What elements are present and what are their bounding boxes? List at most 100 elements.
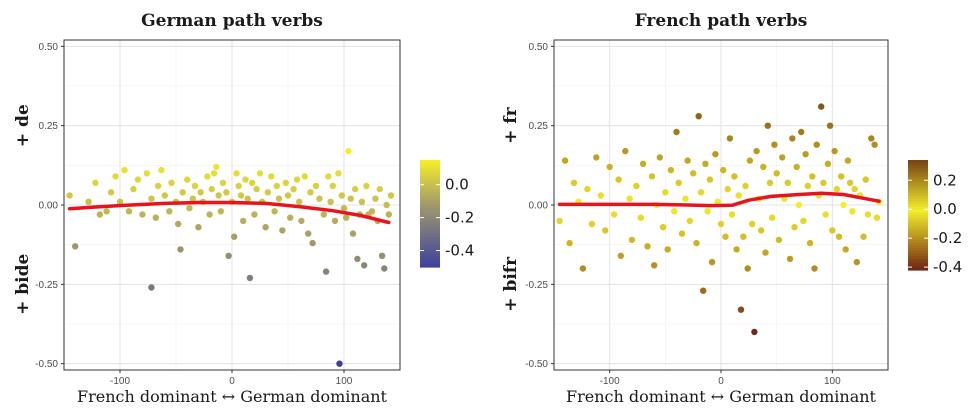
data-point bbox=[844, 157, 852, 164]
data-point bbox=[651, 262, 658, 269]
colorbar-segment bbox=[908, 209, 928, 213]
data-point bbox=[708, 258, 716, 266]
data-point bbox=[361, 262, 368, 269]
data-point bbox=[686, 217, 693, 225]
data-point bbox=[335, 170, 342, 177]
data-point bbox=[309, 239, 316, 247]
colorbar-segment bbox=[908, 182, 928, 186]
data-point bbox=[121, 166, 128, 174]
colorbar-segment bbox=[908, 215, 928, 219]
colorbar-segment bbox=[908, 267, 928, 271]
data-point bbox=[806, 239, 814, 247]
data-point bbox=[316, 195, 323, 202]
data-point bbox=[320, 211, 327, 218]
x-tick-label: 100 bbox=[824, 376, 841, 387]
colorbar-segment bbox=[420, 178, 440, 182]
colorbar-segment bbox=[908, 212, 928, 216]
colorbar-segment bbox=[420, 218, 440, 223]
data-point bbox=[793, 163, 800, 171]
colorbar-segment bbox=[420, 192, 440, 196]
data-point bbox=[336, 360, 343, 367]
x-label: French dominant ↔ German dominant bbox=[77, 387, 388, 406]
data-point bbox=[842, 246, 849, 253]
data-point bbox=[298, 217, 305, 225]
colorbar-segment bbox=[420, 250, 440, 255]
data-point bbox=[217, 208, 224, 215]
data-point bbox=[789, 135, 796, 142]
colorbar-segment bbox=[420, 168, 440, 172]
y-tick-label: 0.00 bbox=[39, 201, 59, 212]
data-point bbox=[251, 211, 258, 218]
data-point bbox=[570, 179, 578, 186]
data-point bbox=[279, 227, 286, 234]
colorbar-segment bbox=[420, 258, 440, 263]
data-point bbox=[235, 182, 242, 190]
data-point bbox=[273, 182, 280, 190]
colorbar-segment bbox=[908, 231, 928, 235]
smooth-line bbox=[557, 191, 881, 208]
data-point bbox=[784, 179, 791, 186]
data-point bbox=[664, 246, 671, 253]
colorbar-segment bbox=[420, 197, 440, 201]
colorbar-segment bbox=[420, 200, 440, 204]
data-point bbox=[293, 176, 301, 183]
colorbar-segment bbox=[908, 250, 928, 255]
colorbar-segment bbox=[420, 205, 440, 209]
x-label: French dominant ↔ German dominant bbox=[566, 387, 877, 406]
data-point bbox=[633, 182, 640, 190]
data-point bbox=[381, 265, 388, 272]
data-point bbox=[307, 189, 314, 196]
data-point bbox=[737, 306, 745, 313]
data-point bbox=[197, 189, 204, 196]
data-point bbox=[769, 214, 776, 221]
data-point bbox=[130, 185, 137, 193]
colorbar-segment bbox=[908, 248, 928, 252]
data-point bbox=[702, 160, 709, 167]
data-point bbox=[846, 179, 854, 186]
data-point bbox=[331, 217, 339, 225]
data-point bbox=[376, 185, 383, 193]
data-point bbox=[210, 170, 218, 177]
y-tick-label: 0.25 bbox=[39, 121, 59, 132]
data-point bbox=[602, 227, 609, 234]
data-point bbox=[610, 211, 618, 218]
data-point bbox=[363, 182, 370, 190]
data-point bbox=[724, 185, 731, 193]
colorbar-segment bbox=[420, 210, 440, 215]
colorbar-segment bbox=[420, 162, 440, 166]
data-point bbox=[764, 122, 771, 129]
data-point bbox=[809, 173, 816, 180]
colorbar-segment bbox=[908, 228, 928, 233]
data-point bbox=[177, 246, 184, 253]
data-point bbox=[158, 166, 165, 174]
colorbar-segment bbox=[420, 176, 440, 180]
data-point bbox=[656, 154, 663, 161]
colorbar-segment bbox=[420, 224, 440, 228]
data-point bbox=[584, 185, 591, 193]
data-point bbox=[822, 211, 829, 218]
data-point bbox=[684, 157, 691, 164]
data-point bbox=[161, 192, 168, 199]
data-point bbox=[675, 179, 682, 186]
data-point bbox=[667, 166, 675, 174]
data-point bbox=[262, 224, 269, 231]
data-point bbox=[271, 208, 278, 215]
y-tick-label: 0.50 bbox=[39, 42, 59, 53]
data-point bbox=[287, 214, 294, 221]
data-point bbox=[813, 141, 820, 148]
colorbar-segment bbox=[420, 245, 440, 249]
data-point bbox=[112, 173, 119, 180]
data-point bbox=[873, 214, 881, 221]
data-point bbox=[143, 170, 151, 177]
data-point bbox=[771, 141, 778, 148]
data-point bbox=[343, 214, 350, 221]
colorbar-segment bbox=[908, 204, 928, 208]
data-point bbox=[762, 249, 769, 256]
x-tick-label: 0 bbox=[229, 376, 235, 387]
data-point bbox=[305, 230, 312, 237]
data-point bbox=[795, 201, 803, 209]
colorbar-segment bbox=[908, 160, 928, 164]
data-point bbox=[372, 195, 379, 202]
y-label-bottom: + bifr bbox=[501, 256, 521, 312]
data-point bbox=[72, 243, 79, 250]
